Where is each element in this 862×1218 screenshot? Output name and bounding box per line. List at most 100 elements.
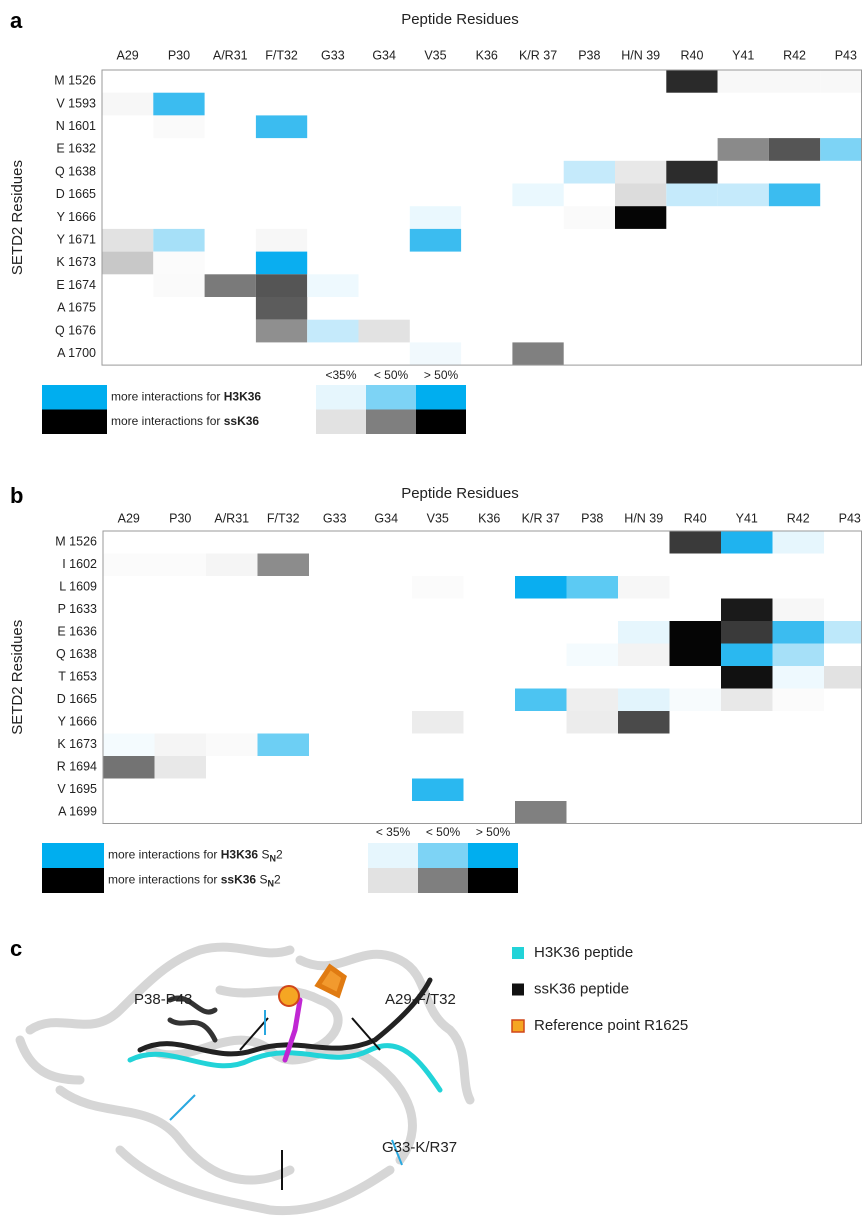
column-label: R42	[783, 48, 806, 62]
heatmap-cell	[773, 644, 825, 667]
heatmap-cell	[618, 644, 670, 667]
annotation: P38-P43	[134, 991, 192, 1008]
heatmap-cell	[666, 70, 717, 93]
column-label: H/N 39	[624, 511, 663, 525]
heatmap-cell	[824, 621, 862, 644]
heatmap-cell	[410, 342, 461, 365]
column-label: V35	[424, 48, 446, 62]
heatmap-cell	[769, 138, 820, 161]
heatmap-cell	[256, 252, 307, 275]
heatmap-cell	[205, 274, 256, 297]
heatmap-cell	[820, 138, 862, 161]
column-label: A29	[117, 48, 139, 62]
row-label: Y 1666	[58, 715, 97, 729]
heatmap-cell	[155, 554, 207, 577]
heatmap-cell	[103, 734, 155, 757]
heatmap-cell	[153, 115, 204, 138]
column-label: F/T32	[265, 48, 298, 62]
heatmap-cell	[567, 576, 619, 599]
row-label: Y 1671	[57, 233, 96, 247]
heatmap-cell	[721, 599, 773, 622]
heatmap-cell	[718, 184, 769, 207]
legend-swatch	[316, 410, 366, 435]
legend-text: more interactions for H3K36 SN2	[108, 848, 283, 864]
legend-swatch	[366, 385, 416, 410]
heatmap-cell	[515, 801, 567, 824]
heatmap-cell	[773, 666, 825, 689]
legend-bar	[42, 868, 104, 893]
panel-label: c	[10, 936, 22, 961]
heatmap-cell	[769, 70, 820, 93]
heatmap-cell	[512, 342, 563, 365]
heatmap-cell	[567, 644, 619, 667]
figure: aPeptide ResiduesSETD2 ResiduesA29P30A/R…	[0, 0, 862, 1218]
heatmap-cell	[773, 599, 825, 622]
row-label: Q 1676	[55, 323, 96, 337]
legend-swatch	[468, 868, 518, 893]
panel-label: b	[10, 483, 23, 508]
panel-label: a	[10, 8, 23, 33]
heatmap-cell	[258, 734, 310, 757]
heatmap-cell	[618, 711, 670, 734]
column-label: P38	[581, 511, 603, 525]
row-label: Y 1666	[57, 210, 96, 224]
row-label: D 1665	[57, 692, 97, 706]
heatmap-cell	[256, 274, 307, 297]
row-label: Q 1638	[55, 164, 96, 178]
heatmap-cell	[359, 320, 410, 343]
column-label: G34	[372, 48, 396, 62]
protein-cartoon	[20, 947, 470, 1211]
legend-swatch	[368, 843, 418, 868]
heatmap-cell	[773, 621, 825, 644]
heatmap-cell	[721, 644, 773, 667]
legend-swatch	[418, 868, 468, 893]
heatmap-cell	[102, 229, 153, 252]
heatmap-cell	[153, 93, 204, 116]
heatmap-cell	[564, 161, 615, 184]
heatmap-cell	[512, 184, 563, 207]
column-label: H/N 39	[621, 48, 660, 62]
heatmap-cell	[718, 138, 769, 161]
legend-swatch	[512, 947, 524, 959]
heatmap-cell	[670, 531, 722, 554]
heatmap-cell	[412, 779, 464, 802]
heatmap-cell	[155, 756, 207, 779]
column-label: P38	[578, 48, 600, 62]
heatmap-cell	[820, 70, 862, 93]
heatmap-cell	[153, 252, 204, 275]
legend-swatch	[468, 843, 518, 868]
heatmap-cell	[670, 644, 722, 667]
row-label: I 1602	[62, 557, 97, 571]
column-label: F/T32	[267, 511, 300, 525]
row-label: A 1675	[57, 301, 96, 315]
heatmap-cell	[773, 689, 825, 712]
x-axis-title: Peptide Residues	[401, 11, 519, 28]
heatmap-cell	[769, 184, 820, 207]
text-part: ssK36	[221, 873, 257, 887]
column-label: K/R 37	[522, 511, 560, 525]
legend-text: ssK36 peptide	[534, 980, 629, 997]
heatmap-cell	[666, 184, 717, 207]
column-label: P43	[839, 511, 861, 525]
heatmap-cell	[256, 115, 307, 138]
column-label: Y41	[732, 48, 754, 62]
row-label: K 1673	[57, 737, 97, 751]
column-label: G33	[321, 48, 345, 62]
text-part: S	[261, 848, 269, 862]
heatmap-cell	[615, 206, 666, 229]
row-label: T 1653	[58, 670, 97, 684]
heatmap-cell	[670, 621, 722, 644]
heatmap-cell	[256, 297, 307, 320]
text-part: more interactions for	[111, 414, 220, 428]
heatmap-cell	[618, 621, 670, 644]
legend-text: more interactions for ssK36	[111, 414, 259, 428]
column-label: G33	[323, 511, 347, 525]
legend-swatch	[368, 868, 418, 893]
legend-swatch	[316, 385, 366, 410]
heatmap-cell	[618, 576, 670, 599]
heatmap-cell	[515, 689, 567, 712]
heatmap-cell	[773, 531, 825, 554]
heatmap-cell	[256, 229, 307, 252]
row-label: E 1674	[56, 278, 96, 292]
row-label: M 1526	[55, 535, 97, 549]
